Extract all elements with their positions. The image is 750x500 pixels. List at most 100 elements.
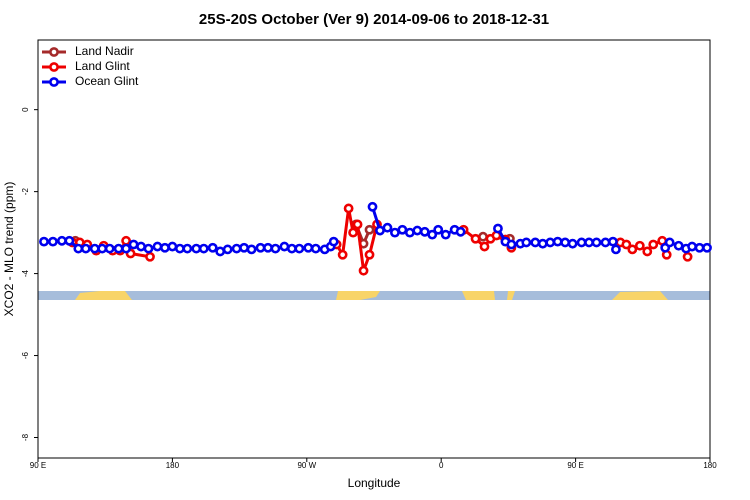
land-mask — [38, 291, 710, 300]
data-point — [455, 226, 466, 237]
x-tick-label: 90 E — [30, 461, 46, 470]
data-point — [682, 251, 693, 262]
x-tick-label: 180 — [166, 461, 180, 470]
data-point — [545, 237, 556, 248]
data-point — [642, 246, 653, 257]
data-point — [390, 227, 400, 238]
data-point — [367, 201, 378, 212]
data-point — [433, 224, 444, 235]
data-point — [255, 242, 266, 253]
data-point — [182, 243, 193, 254]
data-point — [364, 224, 375, 235]
data-point — [104, 243, 115, 254]
data-point — [73, 243, 84, 254]
data-point — [560, 237, 571, 248]
data-point — [160, 242, 170, 253]
data-point — [673, 240, 684, 251]
data-point — [506, 239, 517, 250]
legend-marker — [49, 47, 59, 57]
data-point — [412, 225, 423, 236]
land — [462, 291, 495, 300]
data-point — [191, 243, 202, 254]
data-point — [600, 237, 611, 248]
y-tick-label: 0 — [21, 107, 30, 112]
data-point — [358, 265, 369, 276]
data-point — [479, 241, 490, 252]
data-point — [687, 241, 697, 252]
data-point — [136, 241, 146, 252]
data-point — [222, 244, 233, 255]
y-tick-label: -4 — [21, 269, 30, 277]
data-point — [440, 229, 451, 240]
data-point — [270, 243, 281, 254]
data-point — [611, 244, 621, 255]
data-point — [303, 242, 314, 253]
land — [612, 291, 668, 300]
data-point — [167, 241, 178, 252]
data-point — [152, 241, 163, 252]
data-point — [89, 243, 100, 254]
y-tick-label: -8 — [21, 433, 30, 441]
legend-marker — [49, 62, 59, 72]
legend-marker — [49, 77, 59, 87]
data-point — [246, 244, 257, 255]
x-axis-label: Longitude — [348, 476, 401, 490]
data-point — [294, 243, 305, 254]
legend-label: Land Nadir — [75, 44, 134, 58]
chart-title: 25S-20S October (Ver 9) 2014-09-06 to 20… — [199, 11, 549, 28]
y-tick-label: -6 — [21, 351, 30, 359]
legend-label: Land Glint — [75, 59, 130, 73]
data-point — [174, 243, 185, 254]
x-tick-label: 180 — [703, 461, 717, 470]
data-point — [207, 242, 218, 253]
data-point — [470, 233, 481, 244]
data-point — [419, 226, 430, 237]
data-point — [404, 227, 415, 238]
data-point — [364, 249, 375, 260]
data-point — [64, 235, 75, 246]
data-point — [121, 243, 132, 254]
x-tick-label: 0 — [439, 461, 444, 470]
data-point — [352, 219, 363, 230]
x-tick-label: 90 W — [297, 461, 316, 470]
data-point — [493, 223, 503, 234]
land — [75, 291, 132, 300]
data-point — [215, 246, 226, 257]
data-point — [145, 251, 155, 262]
data-point — [537, 238, 548, 249]
data-point — [521, 237, 532, 248]
data-point — [310, 243, 321, 254]
data-point — [121, 235, 132, 246]
data-point — [552, 236, 563, 247]
data-point — [48, 236, 58, 247]
y-axis-label: XCO2 - MLO trend (ppm) — [2, 182, 16, 317]
data-point — [694, 242, 705, 253]
data-point — [128, 239, 139, 250]
data-point — [337, 249, 348, 260]
x-tick-label: 90 E — [567, 461, 583, 470]
data-point — [348, 227, 358, 238]
data-point — [113, 243, 124, 254]
data-point — [591, 237, 602, 248]
data-point — [627, 244, 638, 255]
data-point — [664, 237, 675, 248]
data-point — [621, 239, 632, 250]
data-point — [530, 237, 541, 248]
land — [336, 291, 380, 300]
data-point — [478, 231, 488, 242]
data-point — [576, 237, 587, 248]
data-point — [427, 229, 438, 240]
data-point — [143, 243, 154, 254]
data-point — [567, 238, 578, 249]
data-point — [263, 242, 273, 253]
data-point — [584, 237, 594, 248]
data-point — [382, 222, 393, 233]
data-point — [231, 243, 242, 254]
data-point — [97, 243, 108, 254]
data-point — [375, 225, 385, 236]
data-point — [702, 242, 712, 253]
data-point — [198, 243, 209, 254]
data-point — [608, 236, 618, 247]
data-point — [80, 243, 91, 254]
